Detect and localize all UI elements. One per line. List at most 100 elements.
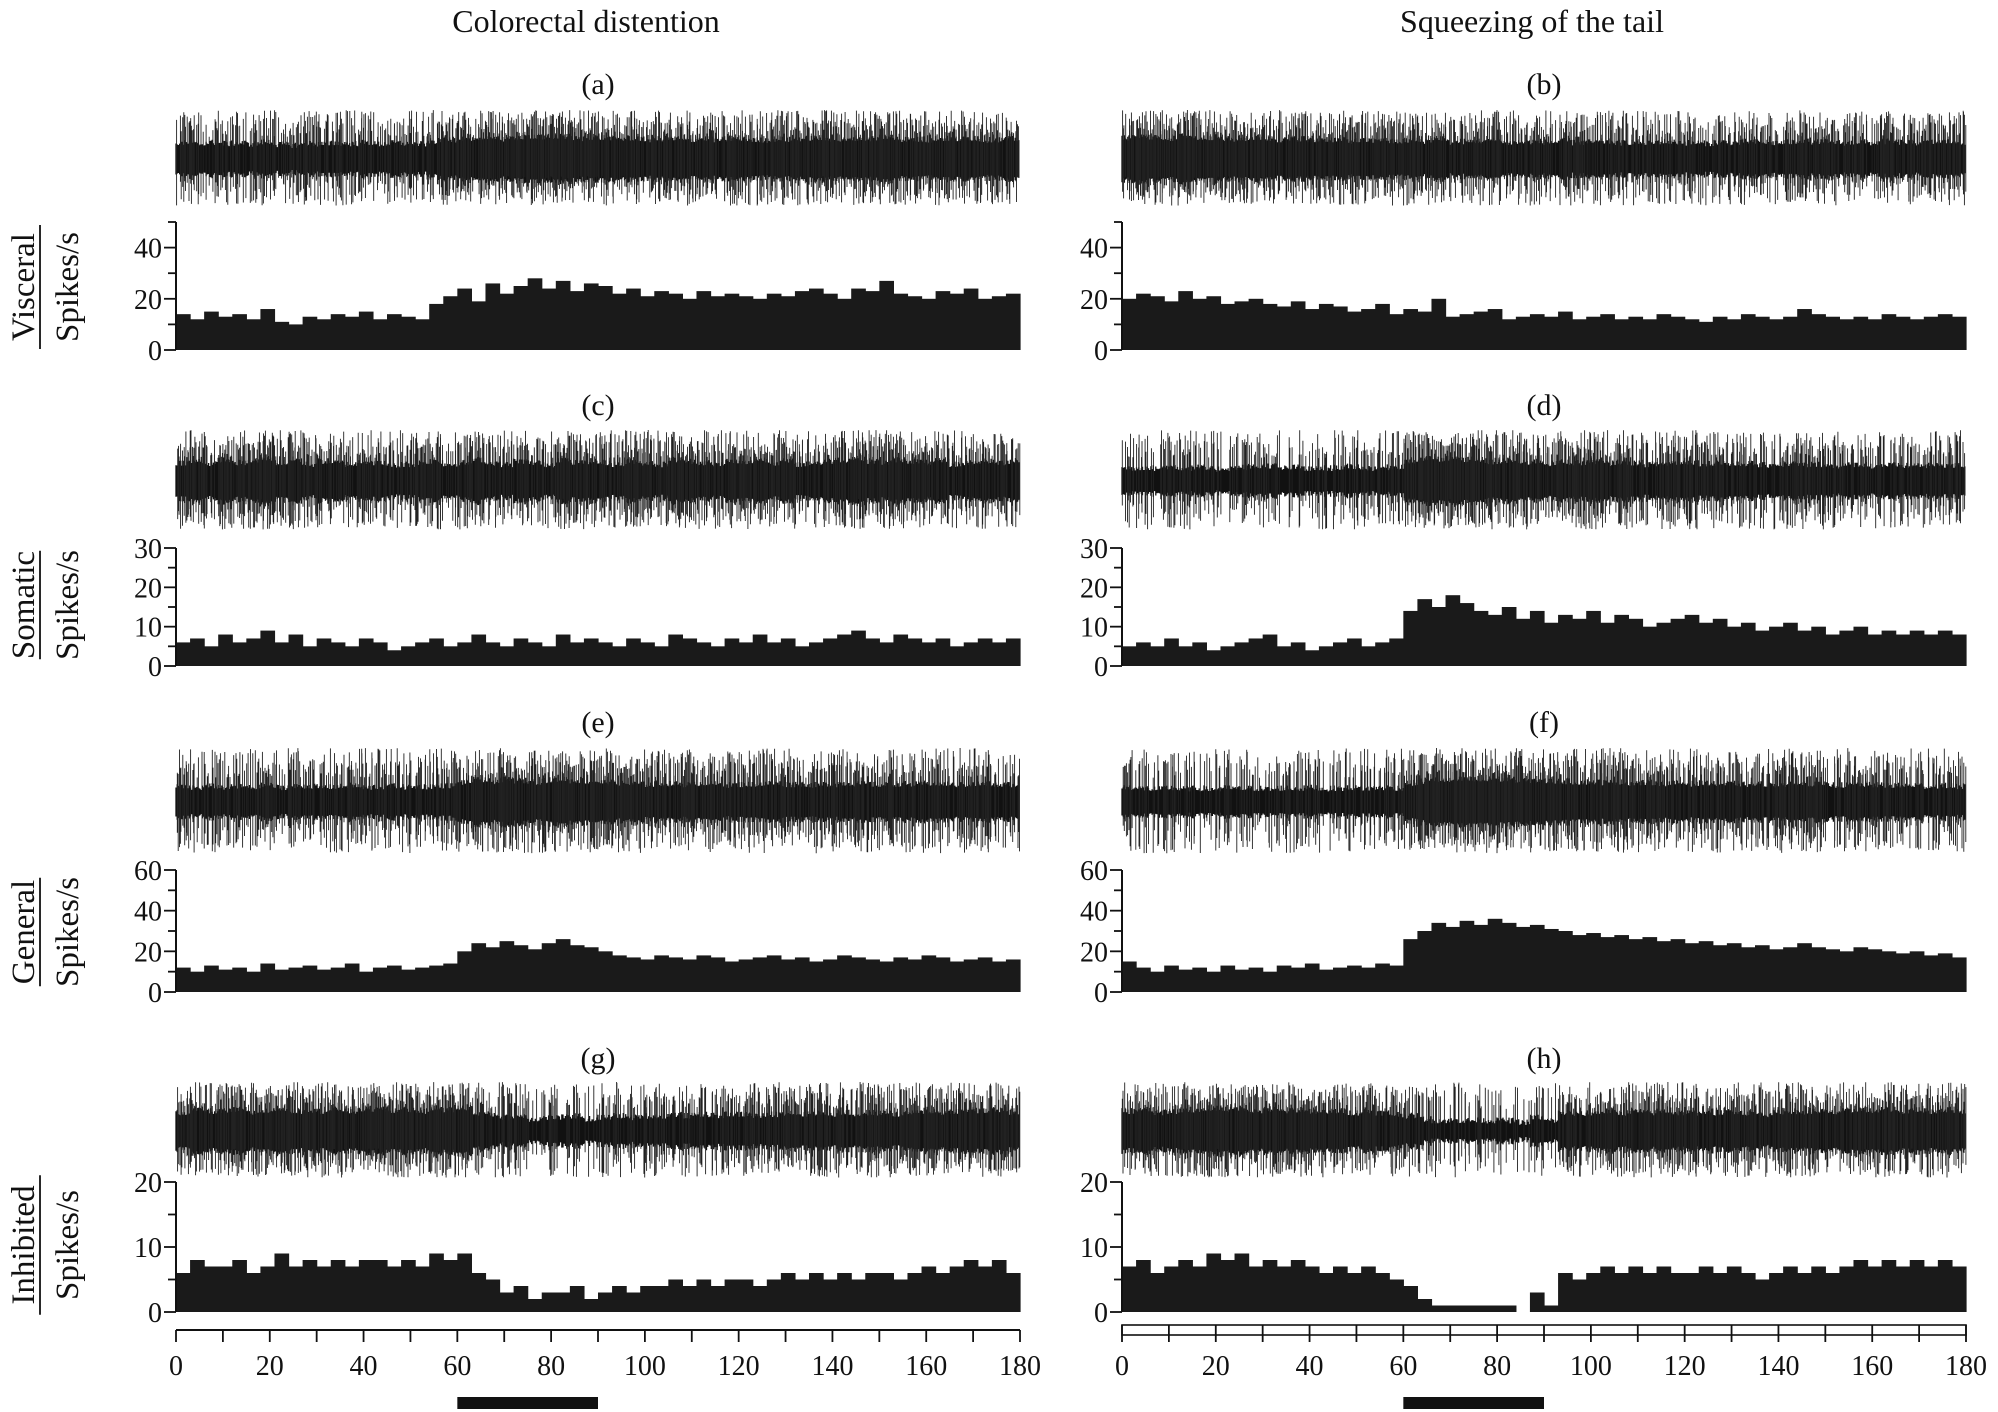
- histogram-bar: [1248, 298, 1264, 350]
- histogram-bar: [1248, 638, 1264, 666]
- histogram-bar: [1290, 642, 1306, 666]
- histogram-bar: [1698, 1266, 1714, 1312]
- histogram-bar: [1951, 1266, 1967, 1312]
- histogram-bar: [316, 638, 332, 666]
- histogram-bar: [1005, 293, 1021, 350]
- histogram-bar: [1501, 607, 1517, 666]
- y-tick-label: 40: [134, 897, 162, 928]
- panel-label: (b): [1527, 68, 1562, 101]
- histogram-bar: [640, 296, 655, 350]
- histogram-bar: [1206, 971, 1222, 992]
- histogram-bar: [1501, 319, 1517, 350]
- histogram-bar: [626, 638, 641, 666]
- histogram-bar: [443, 1260, 458, 1312]
- histogram-bar: [1572, 319, 1587, 350]
- panel-a: (a) 0 20 40: [134, 68, 1021, 367]
- histogram-bar: [246, 1273, 261, 1312]
- histogram-bar: [527, 642, 543, 666]
- histogram-bar: [541, 1292, 557, 1312]
- histogram-bar: [1389, 965, 1404, 992]
- y-tick-label: 20: [1080, 573, 1108, 604]
- histogram-bar: [823, 293, 838, 350]
- histogram-bar: [654, 646, 669, 666]
- histogram-bar: [1150, 1273, 1165, 1312]
- histogram-bar: [1248, 1266, 1264, 1312]
- histogram-bar: [991, 1260, 1007, 1312]
- histogram-bar: [1220, 646, 1236, 666]
- histogram-bar: [1825, 316, 1840, 350]
- y-tick-label: 40: [1080, 234, 1108, 265]
- histogram-bar: [1417, 311, 1433, 350]
- histogram-bar: [527, 949, 543, 992]
- histogram-bar: [429, 965, 444, 992]
- panel-label: (c): [581, 389, 614, 422]
- raw-spike-trace: [177, 430, 1021, 530]
- histogram-bar: [176, 314, 191, 350]
- histogram-bar: [1220, 303, 1236, 350]
- stimulus-period-bar: [457, 1397, 598, 1409]
- histogram-bar: [415, 642, 430, 666]
- histogram-bar: [190, 971, 205, 992]
- histogram-bar: [1881, 1260, 1897, 1312]
- histogram-bar: [1431, 922, 1447, 992]
- panel-label: (a): [581, 68, 614, 101]
- histogram-bar: [429, 1253, 444, 1312]
- raw-spike-trace: [177, 1082, 1021, 1178]
- histogram-bar: [555, 1292, 571, 1312]
- x-axis: 0 20 40 60 80 100 120 140 160 180: [169, 1329, 1041, 1409]
- histogram-bar: [1417, 931, 1433, 992]
- histogram-bar: [1769, 319, 1784, 350]
- histogram-bar: [1122, 961, 1137, 992]
- histogram-bar: [879, 961, 894, 992]
- histogram-bar: [1150, 296, 1165, 350]
- histogram-bar: [1220, 1260, 1236, 1312]
- histogram-bar: [401, 646, 416, 666]
- x-tick-label: 180: [999, 1351, 1041, 1382]
- y-tick-label: 10: [134, 613, 162, 644]
- histogram-bar: [1515, 316, 1531, 350]
- histogram-bar: [612, 1286, 627, 1312]
- histogram-bar: [569, 291, 585, 350]
- x-tick-label: 40: [350, 1351, 378, 1382]
- histogram-bar: [344, 646, 360, 666]
- histogram-bar: [1600, 1266, 1615, 1312]
- histogram-bar: [457, 288, 472, 350]
- histogram-bar: [1909, 1260, 1925, 1312]
- histogram-bar: [1459, 1305, 1475, 1312]
- histogram-bar: [541, 288, 557, 350]
- histogram-bar: [1614, 614, 1629, 666]
- y-tick-label: 0: [1094, 1298, 1108, 1329]
- histogram-bar: [766, 642, 782, 666]
- histogram-bar: [1656, 941, 1672, 992]
- histogram-bar: [246, 971, 261, 992]
- histogram-bar: [358, 638, 374, 666]
- histogram-bar: [176, 642, 191, 666]
- histogram-bar: [1515, 618, 1531, 666]
- histogram-bar: [555, 939, 571, 992]
- histogram-bar: [766, 955, 782, 992]
- histogram-bar: [963, 959, 979, 992]
- histogram-bar: [1600, 314, 1615, 350]
- y-tick-label: 0: [148, 652, 162, 683]
- histogram-bar: [176, 967, 191, 992]
- x-tick-label: 160: [1851, 1351, 1893, 1382]
- histogram-bar: [274, 642, 290, 666]
- histogram-bar: [1529, 1292, 1545, 1312]
- histogram-bar: [1122, 1266, 1137, 1312]
- histogram-bar: [358, 971, 374, 992]
- histogram-bar: [668, 1279, 683, 1312]
- x-tick-label: 0: [169, 1351, 183, 1382]
- histogram-bar: [1895, 953, 1911, 992]
- histogram-bar: [1262, 634, 1278, 666]
- histogram-bar: [387, 650, 402, 666]
- histogram-bar: [1712, 945, 1728, 992]
- histogram-bar: [1361, 309, 1376, 350]
- histogram-bar: [1783, 1266, 1798, 1312]
- histogram-bar: [626, 957, 641, 992]
- histogram-bar: [865, 959, 880, 992]
- histogram-bar: [1698, 941, 1714, 992]
- histogram-bar: [471, 634, 487, 666]
- histogram-bar: [752, 298, 768, 350]
- histogram-bar: [330, 967, 346, 992]
- histogram-bar: [387, 965, 402, 992]
